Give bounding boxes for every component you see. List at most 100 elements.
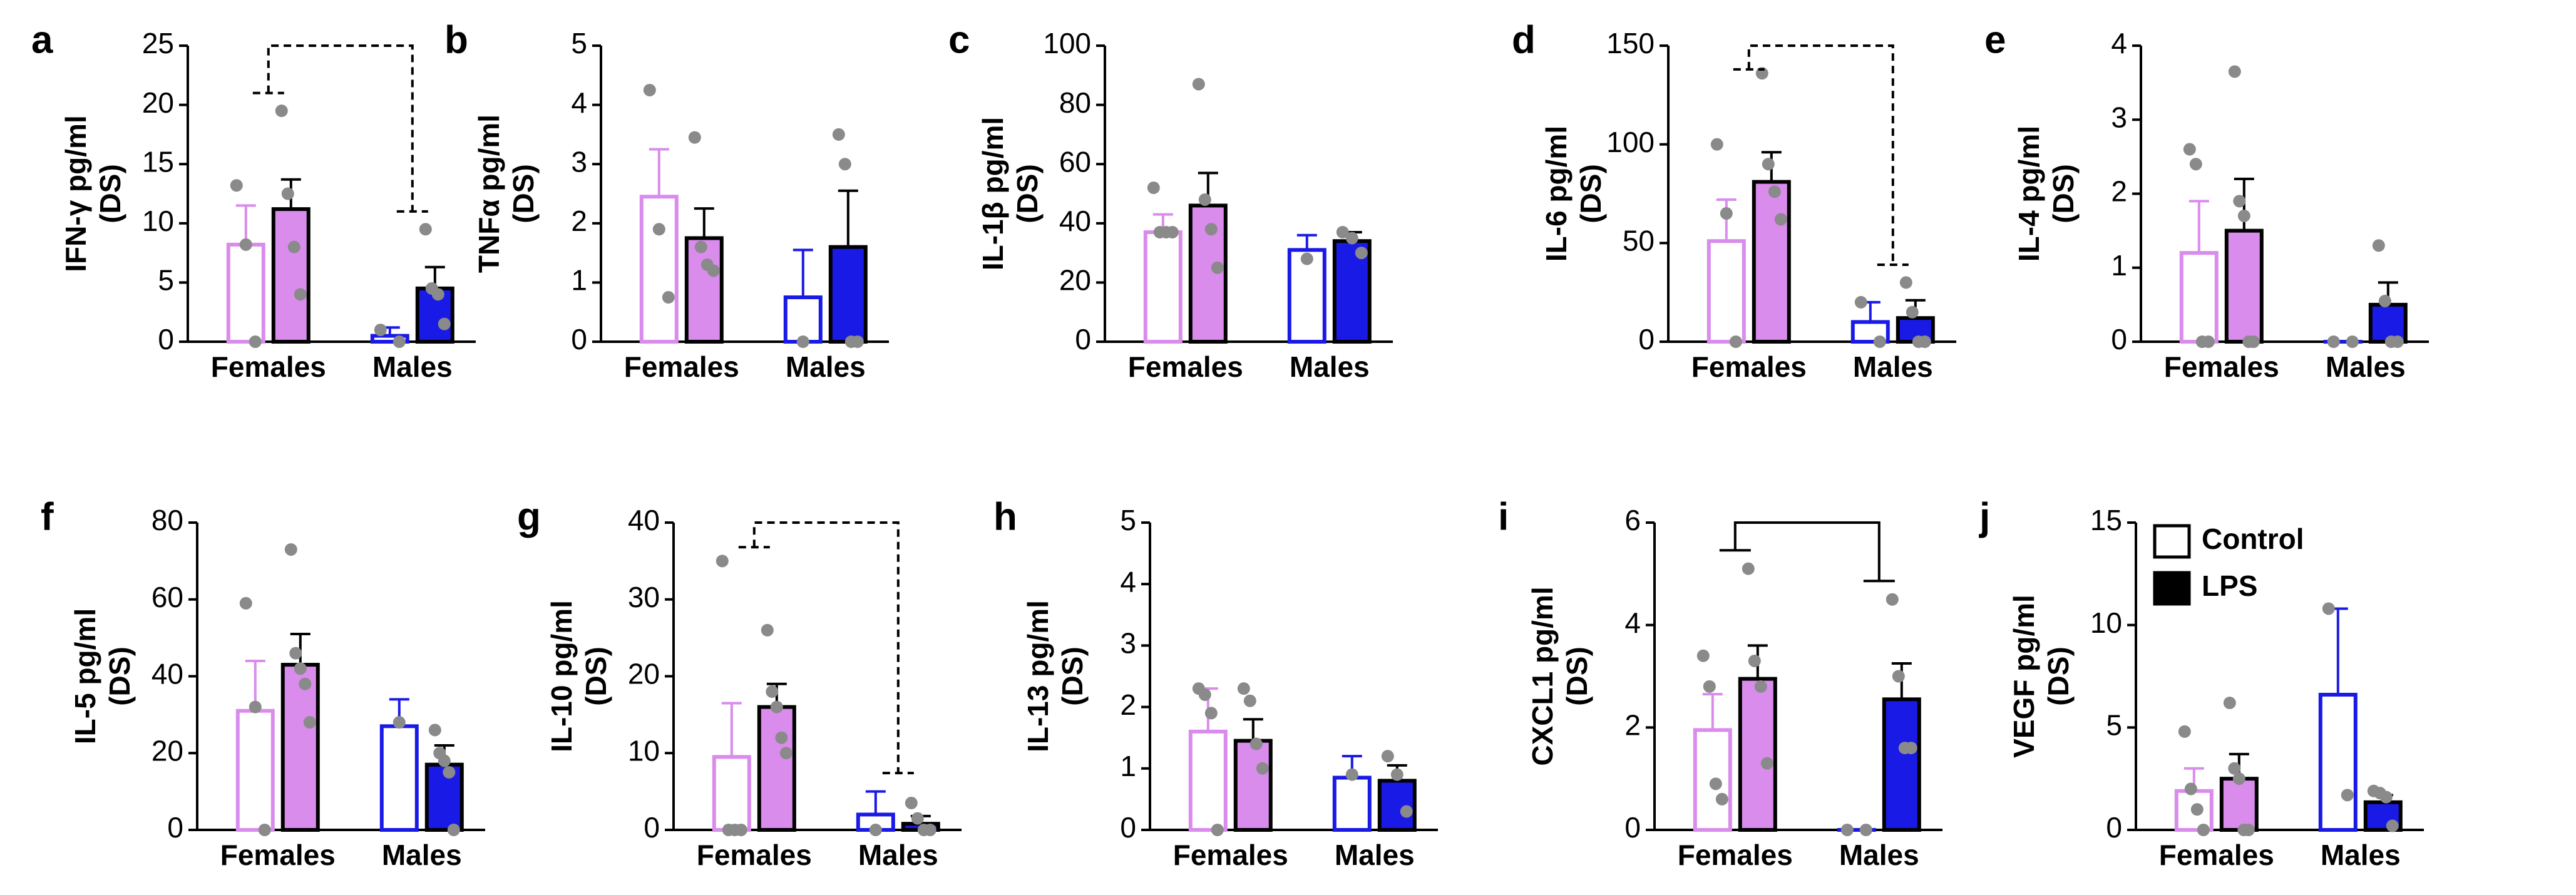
y-tick-label: 2 xyxy=(2111,175,2127,208)
bar xyxy=(1233,739,1273,832)
data-point xyxy=(2184,782,2197,795)
data-point xyxy=(2322,602,2335,615)
data-point xyxy=(2189,158,2202,171)
x-tick-label: Males xyxy=(2326,350,2406,383)
y-tick-label: 150 xyxy=(1606,27,1655,59)
data-point xyxy=(1709,777,1722,790)
significance-bracket xyxy=(738,521,914,775)
y-axis-label: (DS) xyxy=(94,164,126,223)
panel: a IFN-γ pg/ml (DS) 0 5 10 15 20 25 Females Males xyxy=(31,18,476,383)
data-point xyxy=(1760,757,1773,770)
data-point xyxy=(1899,276,1912,289)
data-point xyxy=(2327,335,2340,348)
data-point xyxy=(2233,195,2246,208)
data-point xyxy=(1243,694,1256,707)
data-point xyxy=(662,291,675,304)
bar xyxy=(2219,777,2259,832)
panel: g IL-10 pg/ml (DS) 0 10 20 30 40 Females Males xyxy=(517,495,962,871)
bar xyxy=(2318,692,2358,832)
y-tick-label: 80 xyxy=(1059,86,1091,119)
data-point xyxy=(2341,789,2354,802)
x-tick-label: Males xyxy=(372,350,453,383)
y-axis-label: (DS) xyxy=(2047,164,2080,223)
panel-label: j xyxy=(1979,495,1990,538)
bar xyxy=(1738,677,1777,832)
panel-label: g xyxy=(517,495,541,538)
y-tick-label: 2 xyxy=(571,205,587,237)
data-point xyxy=(832,128,845,141)
y-tick-label: 60 xyxy=(1059,145,1091,178)
panel: j VEGF pg/ml (DS) 0 5 10 15 Females Males Control… xyxy=(1979,495,2424,871)
bar xyxy=(1143,230,1183,344)
bar xyxy=(235,708,275,832)
y-axis-label: (DS) xyxy=(103,647,136,706)
y-axis-label: (DS) xyxy=(1574,164,1607,223)
x-tick-label: Females xyxy=(624,350,739,383)
x-tick-label: Females xyxy=(211,350,326,383)
data-point xyxy=(1840,824,1854,836)
data-point xyxy=(1147,182,1160,195)
data-point xyxy=(2228,762,2241,775)
error-bar xyxy=(1716,198,1737,242)
y-tick-label: 2 xyxy=(1624,708,1641,741)
data-point xyxy=(1854,295,1867,309)
data-point xyxy=(851,335,864,348)
y-tick-label: 50 xyxy=(1623,224,1655,257)
y-axis-label: CXCL1 pg/ml xyxy=(1526,586,1559,765)
data-point xyxy=(766,685,779,698)
y-tick-label: 0 xyxy=(2111,323,2127,355)
data-point xyxy=(249,335,262,348)
y-tick-label: 20 xyxy=(151,734,183,767)
bar xyxy=(757,705,796,832)
bar xyxy=(1752,180,1791,344)
x-tick-label: Females xyxy=(1691,350,1807,383)
data-point xyxy=(838,158,851,171)
y-tick-label: 20 xyxy=(628,658,660,690)
y-axis-label: (DS) xyxy=(580,647,612,706)
y-tick-label: 15 xyxy=(142,145,174,178)
legend-swatch xyxy=(2153,571,2191,606)
x-tick-label: Females xyxy=(1678,839,1793,871)
data-point xyxy=(1703,680,1716,693)
x-tick-label: Females xyxy=(2164,350,2279,383)
y-tick-label: 0 xyxy=(1624,811,1641,844)
data-point xyxy=(1204,223,1218,236)
y-tick-label: 0 xyxy=(571,323,587,355)
panel: d IL-6 pg/ml (DS) 0 50 100 150 Females Males xyxy=(1512,18,1956,383)
panel-label: e xyxy=(1984,18,2006,61)
data-point xyxy=(905,797,918,810)
y-tick-label: 2 xyxy=(1120,688,1136,721)
panel: c IL-1β pg/ml (DS) 0 20 40 60 80 100 Females Males xyxy=(948,18,1393,383)
y-axis-label: (DS) xyxy=(1561,647,1593,706)
y-tick-label: 5 xyxy=(571,27,587,59)
data-point xyxy=(289,647,302,660)
y-axis-label: IL-13 pg/ml xyxy=(1022,600,1054,752)
data-point xyxy=(923,824,936,836)
bar xyxy=(379,724,419,832)
y-axis-label: IL-6 pg/ml xyxy=(1540,126,1573,262)
y-tick-label: 10 xyxy=(2090,606,2122,639)
error-bar xyxy=(1702,693,1723,730)
panel-label: f xyxy=(41,495,54,538)
bar xyxy=(271,207,310,344)
y-tick-label: 40 xyxy=(1059,205,1091,237)
y-tick-label: 0 xyxy=(2106,811,2122,844)
bar xyxy=(1377,779,1417,832)
data-point xyxy=(419,223,432,236)
data-point xyxy=(1300,252,1313,265)
data-point xyxy=(443,765,456,779)
data-point xyxy=(294,288,307,301)
significance-bracket xyxy=(1733,44,1909,267)
y-tick-label: 5 xyxy=(158,264,174,297)
y-tick-label: 4 xyxy=(571,86,587,119)
y-tick-label: 0 xyxy=(1120,811,1136,844)
data-point xyxy=(393,716,406,729)
bar xyxy=(783,295,823,344)
panel: h IL-13 pg/ml (DS) 0 1 2 3 4 5 Females Males xyxy=(993,495,1438,871)
data-point xyxy=(1400,805,1413,818)
data-point xyxy=(1768,185,1781,198)
y-axis-label: TNFα pg/ml xyxy=(473,115,505,273)
data-point xyxy=(1720,207,1733,220)
data-point xyxy=(1166,225,1179,238)
